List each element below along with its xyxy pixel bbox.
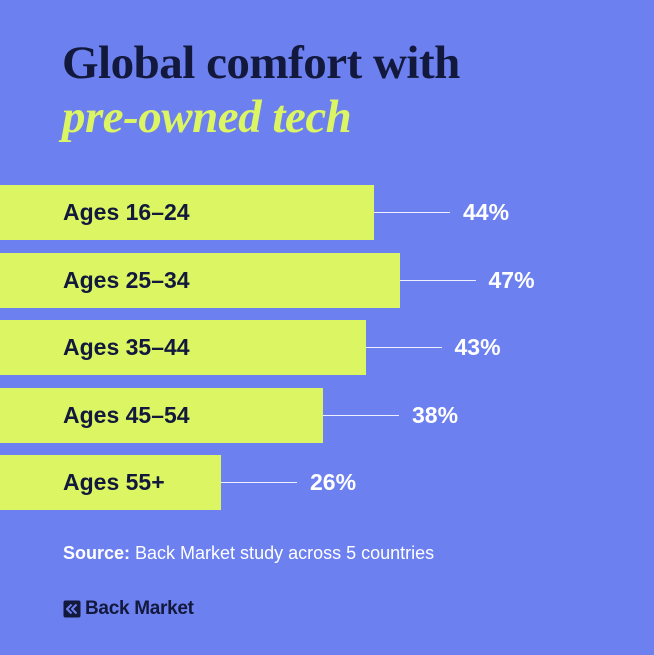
category-label: Ages 45–54	[63, 401, 190, 428]
title-line-2: pre-owned tech	[62, 91, 352, 143]
brand-logo: Back Market	[63, 598, 194, 620]
value-label: 38%	[412, 401, 459, 428]
source-note: Source: Back Market study across 5 count…	[63, 543, 434, 564]
source-text: Back Market study across 5 countries	[130, 543, 435, 563]
bar-4	[0, 387, 323, 443]
leader-line	[221, 482, 297, 483]
value-label: 43%	[454, 334, 501, 360]
title-line-1: Global comfort with	[62, 37, 460, 89]
leader-line	[374, 212, 450, 213]
leader-line	[323, 414, 399, 416]
bar-2	[0, 252, 400, 308]
bar-5	[0, 455, 221, 510]
value-label: 47%	[488, 266, 535, 293]
value-label: 26%	[310, 469, 357, 495]
bar-1	[0, 185, 374, 240]
leader-line	[365, 347, 442, 348]
category-label: Ages 35–44	[63, 334, 190, 360]
category-label: Ages 25–34	[63, 266, 190, 293]
back-market-logo-icon	[63, 600, 81, 618]
bar-3	[0, 320, 366, 375]
leader-line	[399, 279, 476, 281]
source-prefix: Source:	[63, 543, 131, 563]
category-label: Ages 16–24	[63, 199, 190, 225]
value-label: 44%	[463, 199, 510, 225]
category-label: Ages 55+	[63, 469, 165, 495]
chart-title: Global comfort with pre-owned tech	[62, 36, 460, 144]
brand-name: Back Market	[85, 598, 194, 619]
